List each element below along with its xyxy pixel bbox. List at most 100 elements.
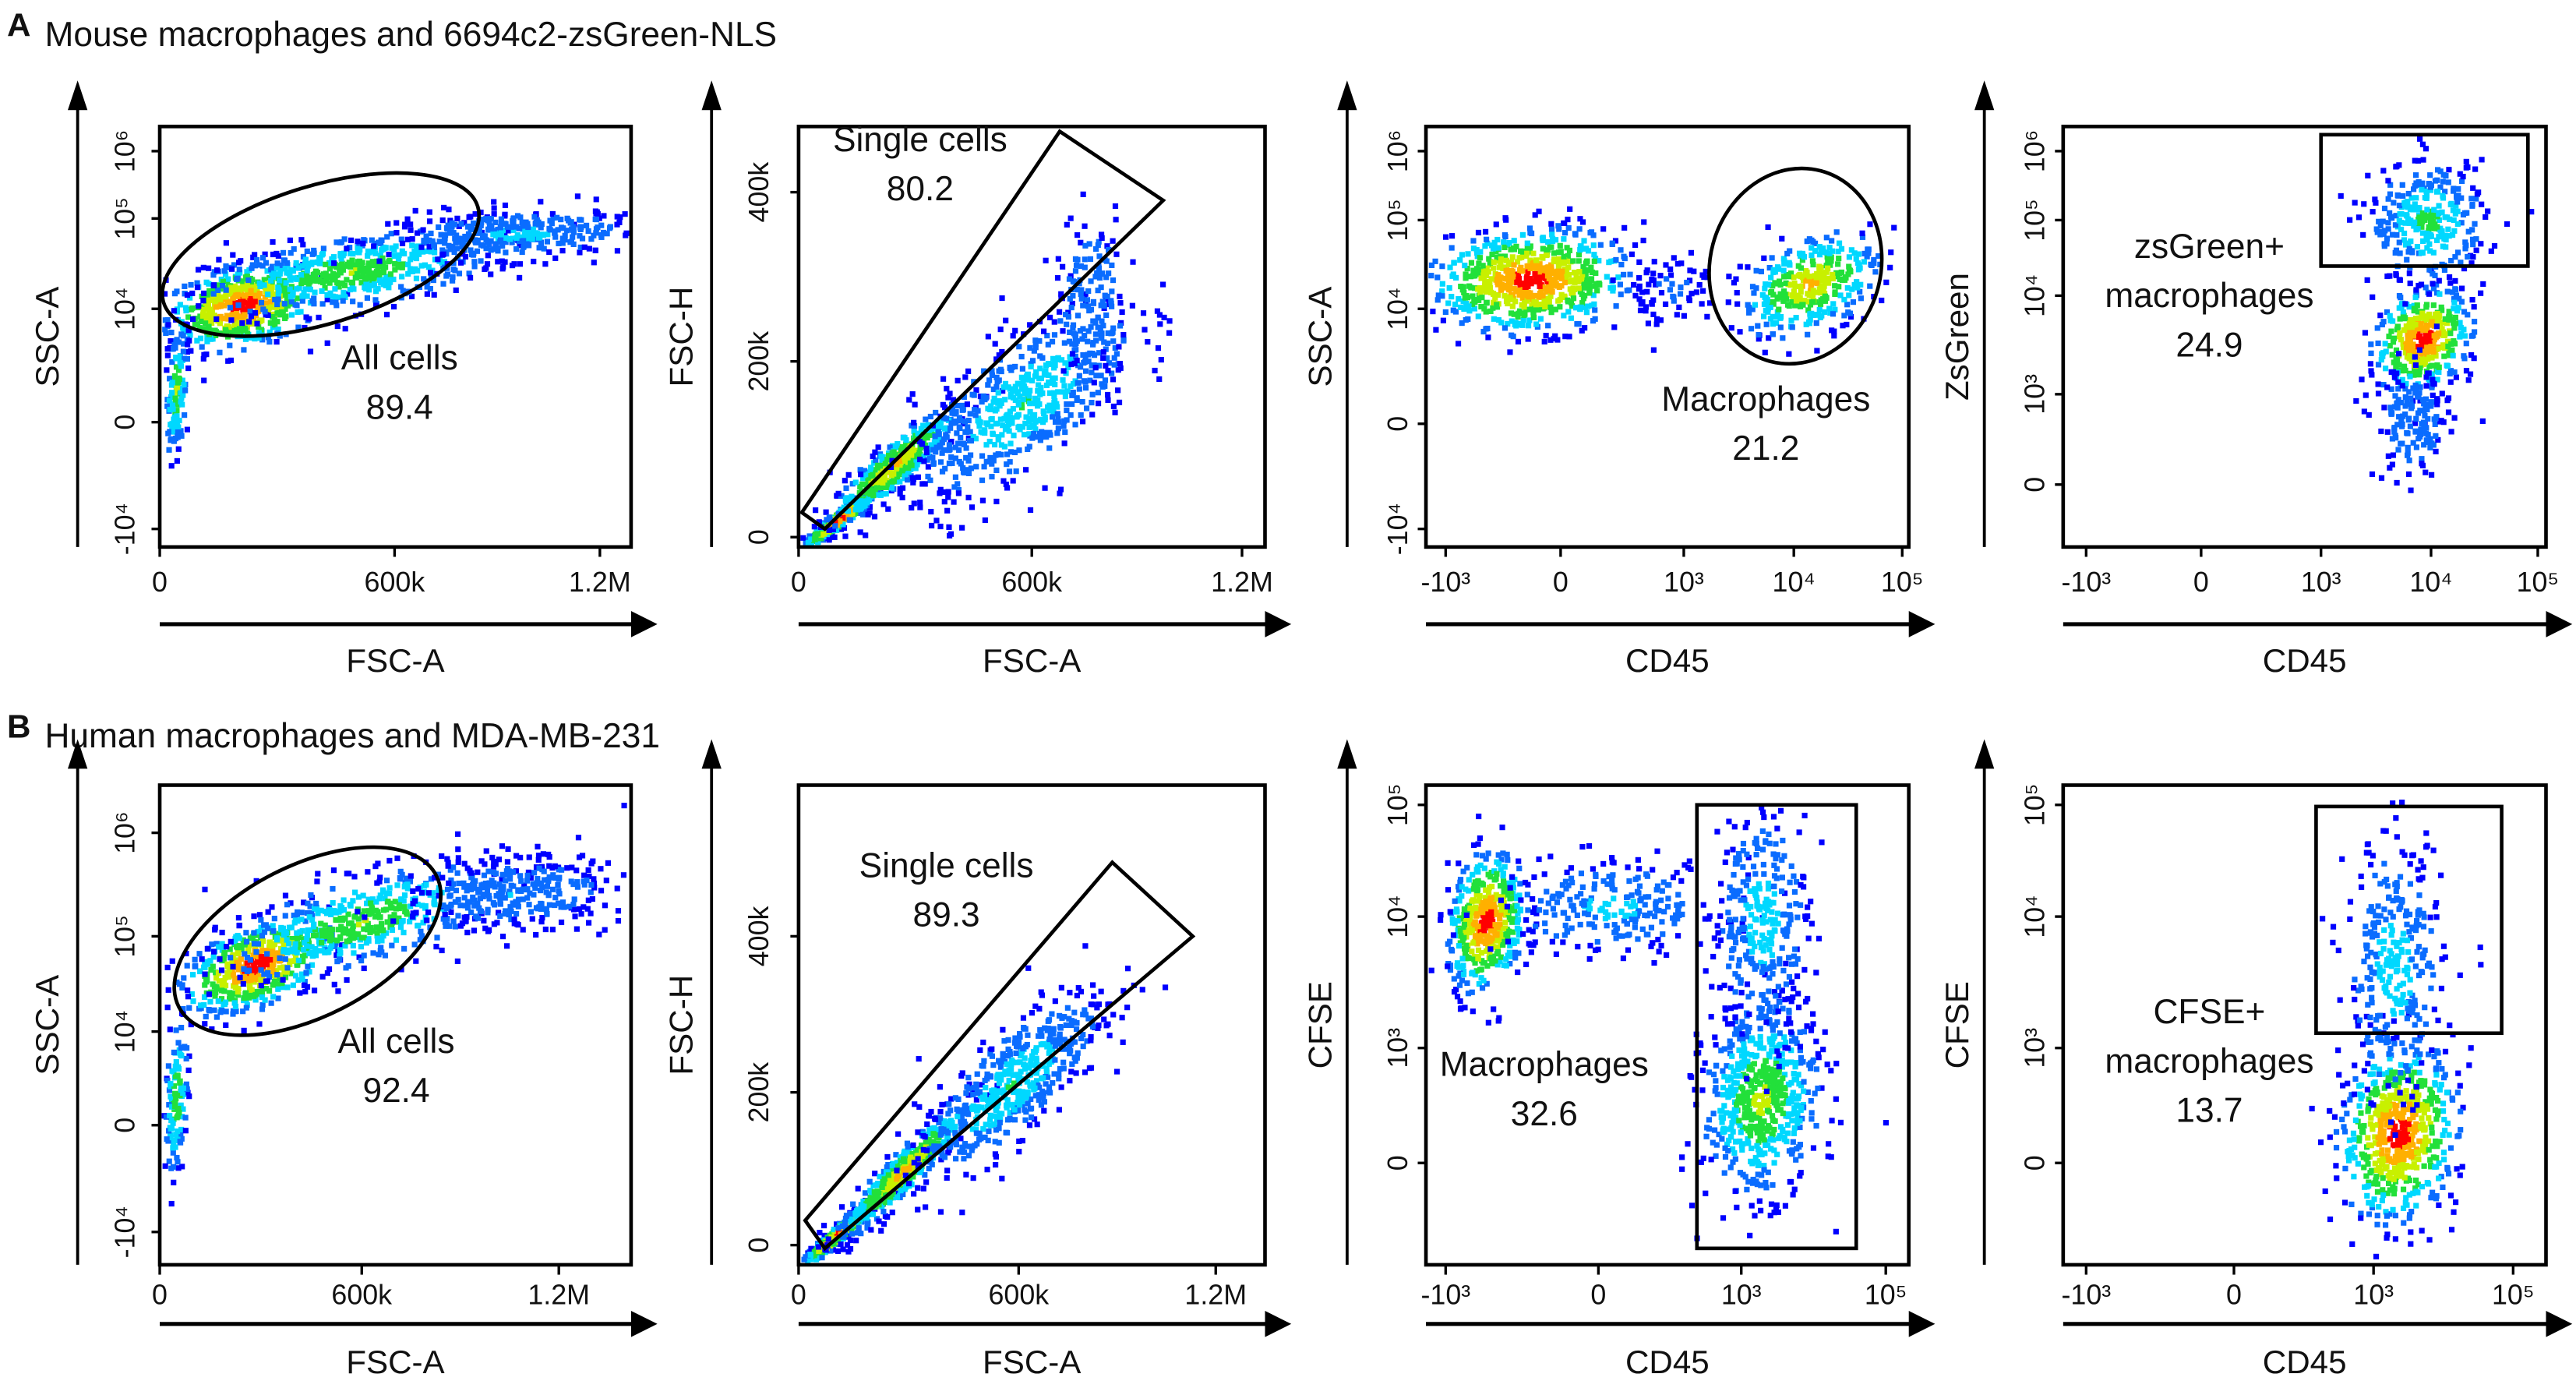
- gate-ellipse[interactable]: [143, 140, 498, 369]
- event-dot: [171, 414, 178, 420]
- event-dot: [544, 238, 551, 245]
- event-dot: [1494, 302, 1500, 308]
- event-dot: [1160, 281, 1166, 288]
- event-dot: [232, 303, 238, 310]
- event-dot: [203, 351, 210, 358]
- event-dot: [1491, 316, 1497, 322]
- event-dot: [2465, 312, 2471, 318]
- event-dot: [1050, 405, 1057, 411]
- event-dot: [167, 407, 173, 413]
- event-dot: [517, 274, 523, 281]
- event-dot: [1005, 422, 1012, 428]
- event-dot: [1023, 467, 1029, 473]
- event-dot: [1470, 267, 1477, 274]
- event-dot: [1536, 208, 1542, 214]
- event-dot: [498, 216, 504, 222]
- event-dot: [2439, 390, 2445, 397]
- event-dot: [925, 473, 931, 480]
- panel-title-b: Human macrophages and MDA-MB-231: [44, 717, 659, 755]
- event-dot: [252, 252, 258, 258]
- event-dot: [1853, 256, 1859, 262]
- event-dot: [295, 265, 302, 271]
- event-dot: [365, 248, 372, 255]
- event-dot: [1770, 331, 1776, 337]
- event-dot: [2430, 285, 2437, 291]
- event-dot: [386, 251, 392, 258]
- event-dot: [1439, 288, 1445, 295]
- event-dot: [614, 248, 621, 254]
- event-dot: [1078, 291, 1084, 298]
- event-dot: [1585, 248, 1592, 254]
- event-dot: [258, 299, 265, 306]
- event-dot: [2429, 399, 2435, 405]
- event-dot: [2377, 223, 2384, 229]
- event-dot: [1590, 242, 1597, 249]
- event-dot: [1089, 400, 1095, 406]
- event-dot: [1099, 318, 1105, 324]
- event-dot: [2377, 231, 2384, 238]
- event-dot: [2391, 426, 2398, 432]
- event-dot: [1035, 397, 1041, 404]
- event-dot: [1019, 366, 1025, 372]
- event-dot: [1830, 301, 1837, 307]
- event-dot: [1072, 353, 1078, 359]
- event-dot: [170, 345, 177, 352]
- event-dot: [1797, 295, 1803, 301]
- gate-rectangle[interactable]: [2319, 132, 2530, 268]
- event-dot: [1577, 306, 1583, 313]
- event-dot: [380, 265, 387, 271]
- event-dot: [1681, 313, 1687, 319]
- event-dot: [228, 284, 235, 291]
- event-dot: [213, 304, 219, 310]
- event-dot: [2446, 233, 2452, 239]
- event-dot: [2432, 272, 2438, 279]
- event-dot: [1508, 246, 1514, 253]
- event-dot: [905, 464, 912, 471]
- event-dot: [1551, 250, 1558, 256]
- event-dot: [532, 221, 538, 228]
- event-dot: [408, 293, 415, 300]
- event-dot: [1092, 331, 1099, 337]
- event-dot: [319, 252, 325, 258]
- event-dot: [1684, 279, 1690, 286]
- event-dot: [1549, 288, 1555, 295]
- event-dot: [1049, 414, 1056, 420]
- event-dot: [1545, 295, 1551, 302]
- event-dot: [979, 398, 985, 405]
- x-tick-label: 0: [152, 567, 168, 598]
- event-dot: [451, 249, 457, 256]
- event-dot: [478, 258, 484, 264]
- event-dot: [1525, 283, 1531, 289]
- event-dot: [1054, 275, 1061, 281]
- event-dot: [307, 348, 314, 355]
- event-dot: [175, 424, 182, 430]
- event-dot: [842, 533, 849, 539]
- event-dot: [2427, 215, 2434, 221]
- event-dot: [1098, 373, 1104, 379]
- event-dot: [1583, 258, 1590, 265]
- event-dot: [1770, 313, 1776, 320]
- event-dot: [2360, 231, 2366, 238]
- event-dot: [1728, 325, 1734, 331]
- event-dot: [1095, 315, 1101, 321]
- event-dot: [520, 238, 527, 244]
- event-dot: [282, 266, 288, 272]
- event-dot: [2413, 389, 2419, 396]
- event-dot: [1854, 284, 1861, 291]
- event-dot: [1039, 390, 1046, 397]
- event-dot: [2397, 316, 2403, 322]
- event-dot: [326, 280, 333, 286]
- event-dot: [252, 291, 259, 297]
- event-dot: [1492, 295, 1498, 301]
- event-dot: [224, 323, 231, 330]
- event-dot: [360, 270, 366, 276]
- event-dot: [2400, 309, 2406, 316]
- gate-ellipse[interactable]: [1688, 149, 1904, 383]
- event-dot: [1104, 243, 1110, 249]
- event-dot: [2429, 319, 2435, 325]
- gate-polygon[interactable]: [799, 129, 1166, 532]
- event-dot: [540, 232, 546, 238]
- event-dot: [1043, 362, 1050, 369]
- event-dot: [2408, 403, 2415, 409]
- event-dot: [1067, 383, 1074, 390]
